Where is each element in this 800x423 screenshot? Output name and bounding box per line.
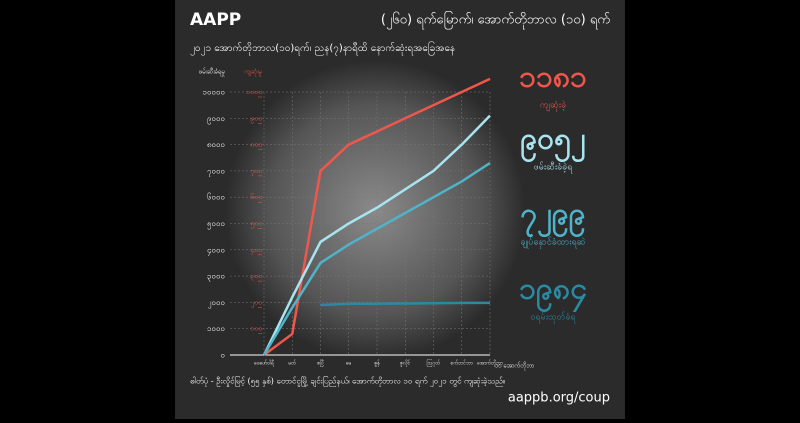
x-tick-label: ဇွန် xyxy=(374,361,380,367)
y-tick-label: ၆၀၀၀ xyxy=(207,192,225,202)
y-label: ဖမ်းဆီးခံရမှု xyxy=(199,68,226,77)
legend-label: ဖမ်းဆီးခံခဲ့ရ xyxy=(534,162,574,174)
y-tick-label: ၂၀၀၀ xyxy=(208,298,225,309)
y-tick-label: ၅၀၀၀ xyxy=(207,219,225,230)
y-tick-label: ၈၀၀၀ xyxy=(207,140,225,149)
x-tick-label: စက်တင်ဘာ xyxy=(451,361,473,367)
y-tick-label: ၁၀၀၀၀ xyxy=(203,88,226,97)
website: aappb.org/coup xyxy=(508,391,610,406)
y2-label: ကျဆုံးမှု xyxy=(244,69,262,77)
x-tick-label: မေ xyxy=(346,361,353,367)
y-tick-label: ၃၀၀၀ xyxy=(207,272,225,283)
y-tick-label: ၉၀၀၀ xyxy=(207,114,225,125)
legend-label: ဝရမ်းထုတ်ခံရ xyxy=(530,312,576,324)
total-value: ၁၁၈၁ xyxy=(519,60,587,95)
y-tick-label: ၀ xyxy=(221,351,226,360)
series-line xyxy=(320,301,491,307)
x-label: ၁၀ အောက်တိုဘာ xyxy=(494,362,535,371)
legend-label: ချုပ်နှောင်ခံထားရဆဲ xyxy=(521,237,586,249)
y2-tick-label: ၈၀၀ xyxy=(250,141,262,149)
y2-tick-label: ၆၀၀ xyxy=(250,193,262,201)
x-tick-label: ဇူလိုင် xyxy=(400,361,411,367)
series-line xyxy=(262,114,491,356)
x-tick-label: ဖေဖော်ဝါရီ xyxy=(254,361,275,367)
y-tick-label: ၄၀၀၀ xyxy=(207,245,225,256)
y-tick-label: ၇၀၀၀ xyxy=(207,166,225,177)
y2-tick-label: ၉၀၀ xyxy=(250,114,262,123)
y-tick-label: ၁၀၀၀ xyxy=(207,324,225,333)
brand: AAPP xyxy=(190,10,241,30)
x-tick-label: အောက်တိုဘာ xyxy=(477,361,503,367)
legend-label: ကျဆုံးခဲ့ xyxy=(540,100,566,112)
y2-tick-label: ၃၀၀ xyxy=(250,272,262,281)
subtitle: ၂၀၂၁ အောက်တိုဘာလ(၁၀)ရက်၊ ညန(၇)နာရီထိ နော… xyxy=(190,40,455,56)
y2-tick-label: ၁၀၀၀ xyxy=(246,88,262,96)
chart-title: (၂၆၀) ရက်မြောက်၊ အောက်တိုဘာလ (၁၀) ရက် xyxy=(381,11,610,30)
y2-tick-label: ၁၀၀ xyxy=(250,325,262,333)
x-tick-label: ဩဂုတ် xyxy=(427,360,442,367)
x-tick-label: မတ် xyxy=(288,361,297,367)
series-line xyxy=(262,161,491,356)
x-tick-label: ဧပြီ xyxy=(317,360,324,367)
y2-tick-label: ၇၀၀ xyxy=(250,167,262,176)
y2-tick-label: ၂၀၀ xyxy=(250,298,262,307)
y2-tick-label: ၄၀၀ xyxy=(250,246,262,255)
caption: ဓါတ်ပုံ - ဦးလှိုင်မြင့် (၅၅ နှစ်) တောင်င… xyxy=(190,376,505,388)
y2-tick-label: ၅၀၀ xyxy=(250,220,262,229)
